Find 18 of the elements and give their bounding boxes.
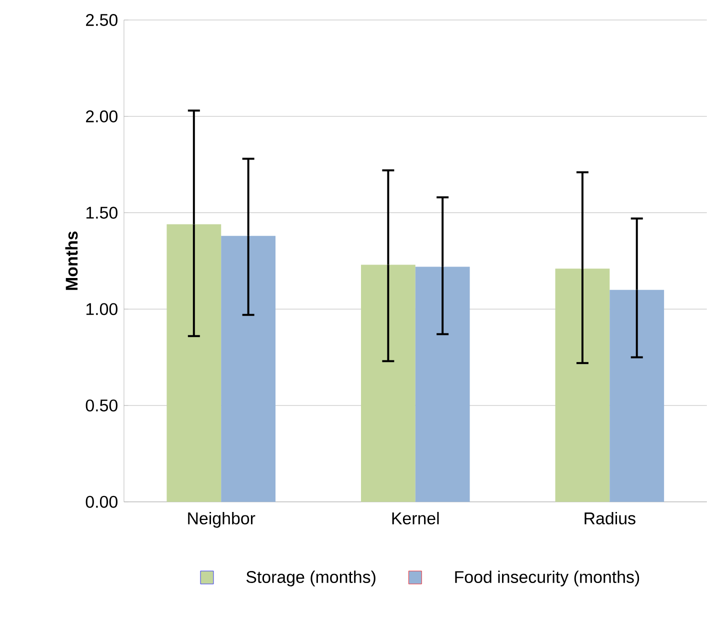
- y-tick-label: 1.00: [86, 303, 118, 316]
- y-tick-label: 2.00: [86, 110, 118, 122]
- legend-label: Food insecurity (months): [455, 570, 640, 586]
- bar: [166, 224, 222, 502]
- x-tick-label: Neighbor: [188, 512, 256, 528]
- x-tick-label: Kernel: [392, 512, 439, 524]
- y-tick-label: 2.50: [86, 14, 118, 26]
- y-tick-label: 0.00: [86, 496, 118, 508]
- y-axis-title: Months: [65, 232, 78, 290]
- legend-label: Storage (months): [246, 570, 376, 586]
- x-tick-label: Radius: [584, 512, 636, 524]
- bar: [221, 236, 276, 502]
- bar: [360, 264, 416, 502]
- bar: [555, 268, 610, 502]
- y-tick-label: 0.50: [86, 400, 118, 412]
- y-tick-label: 1.50: [86, 206, 118, 219]
- bar: [610, 290, 664, 502]
- bar: [415, 266, 470, 502]
